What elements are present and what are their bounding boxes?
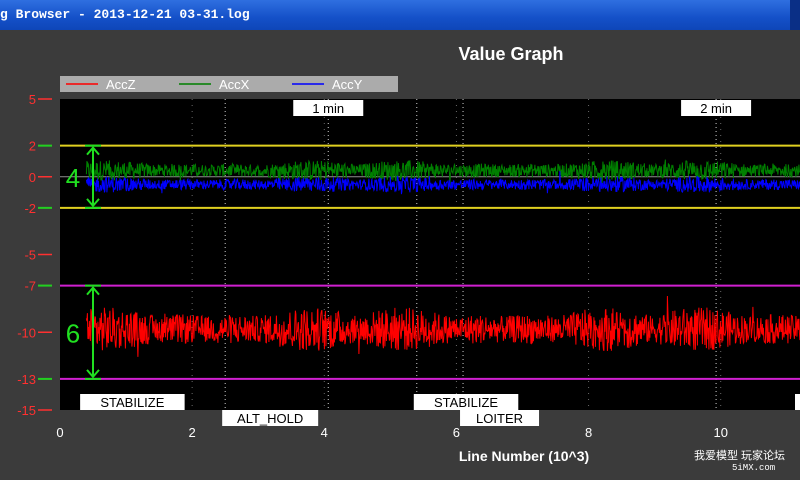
x-tick-label: 8 [585, 425, 592, 440]
range-annotations: 46 [66, 144, 101, 380]
x-tick-label: 10 [713, 425, 727, 440]
annotation-label: 4 [66, 163, 80, 193]
time-marker-box [681, 100, 752, 116]
window-titlebar: g Browser - 2013-12-21 03-31.log [0, 0, 800, 30]
window-title: g Browser - 2013-12-21 03-31.log [0, 7, 250, 22]
series-line-accx [85, 159, 800, 190]
watermark-text: 我爱模型 玩家论坛 [694, 450, 786, 462]
mode-label-box-edge [795, 394, 800, 410]
mode-label-box [222, 410, 319, 426]
plot-area [60, 99, 800, 410]
chart-title: Value Graph [458, 44, 563, 64]
y-tick-label: -10 [17, 325, 36, 340]
y-tick-label: -7 [24, 279, 36, 294]
y-tick-label: -5 [24, 248, 36, 263]
legend-label-accy: AccY [332, 77, 363, 92]
x-axis-ticks: 0 2 4 6 8 10 [56, 425, 728, 440]
x-axis-label: Line Number (10^3) [459, 448, 589, 464]
mode-label: LOITER [476, 411, 523, 426]
y-tick-label: 2 [29, 139, 36, 154]
legend[interactable]: AccZ AccX AccY [60, 76, 398, 92]
x-tick-label: 4 [321, 425, 328, 440]
mode-label-box [460, 410, 540, 426]
y-tick-label: -13 [17, 372, 36, 387]
reference-lines [60, 144, 800, 380]
series-line-accy [85, 170, 800, 195]
x-tick-label: 6 [453, 425, 460, 440]
y-tick-label: 5 [29, 92, 36, 107]
time-markers: 1 min 2 min [293, 100, 752, 116]
y-tick-label: 0 [29, 170, 36, 185]
time-marker-label: 1 min [312, 101, 344, 116]
time-marker-box [293, 100, 364, 116]
y-axis-ticks: 5 2 0 -2 -5 -7 -10 -13 -15 [17, 92, 52, 418]
legend-box [60, 76, 398, 92]
time-marker-label: 2 min [700, 101, 732, 116]
mode-label-box [413, 394, 519, 410]
series-line-accz [85, 295, 800, 357]
annotation-arrow-down [86, 369, 100, 379]
watermark-site: 5iMX.com [732, 463, 776, 473]
mode-label: STABILIZE [100, 395, 164, 410]
annotation-arrow-up [86, 286, 100, 296]
annotation-label: 6 [66, 318, 80, 348]
mode-label-box [80, 394, 185, 410]
titlebar-edge [790, 0, 800, 30]
x-tick-label: 2 [189, 425, 196, 440]
y-tick-label: -2 [24, 201, 36, 216]
mode-label: ALT_HOLD [237, 411, 303, 426]
series-lines [85, 159, 800, 357]
mode-label: STABILIZE [434, 395, 498, 410]
legend-label-accx: AccX [219, 77, 250, 92]
legend-label-accz: AccZ [106, 77, 136, 92]
x-tick-label: 0 [56, 425, 63, 440]
value-graph[interactable]: Value Graph Line Number (10^3) 5 2 0 -2 -5 -7… [0, 30, 800, 480]
y-tick-label: -15 [17, 403, 36, 418]
annotation-arrow-down [86, 198, 100, 208]
annotation-arrow-up [86, 146, 100, 156]
